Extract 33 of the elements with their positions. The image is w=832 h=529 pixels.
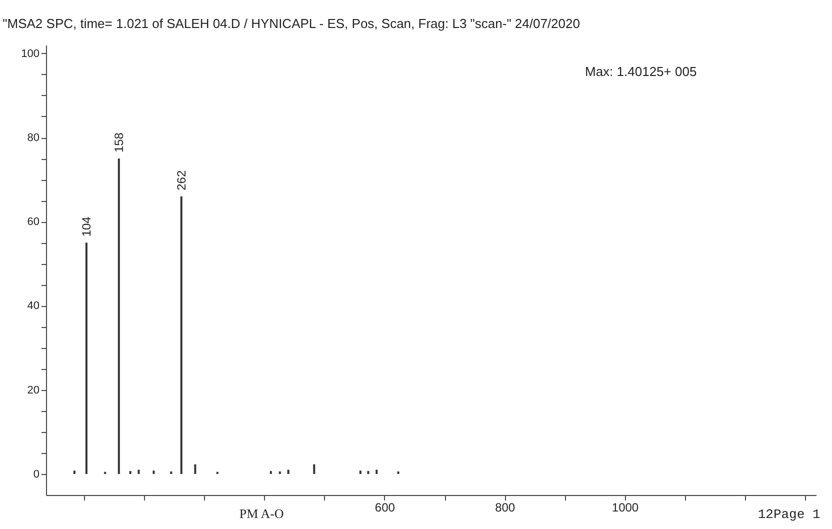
bar [180, 196, 182, 474]
x-tick-label: 800 [495, 500, 516, 514]
annotation: 104 [79, 216, 94, 237]
bar [129, 471, 132, 474]
bar [313, 464, 316, 474]
bar [367, 471, 370, 474]
x-tick-label: 1000 [612, 500, 639, 514]
y-tick-label: 20 [27, 384, 40, 396]
y-tick-label: 40 [27, 300, 40, 312]
bar [170, 471, 172, 474]
bar [397, 471, 400, 474]
bar [118, 158, 120, 474]
text: 12Page 1 [758, 506, 820, 522]
text: PM A-O [239, 506, 284, 521]
bar [85, 242, 88, 474]
y-tick-label: 60 [27, 216, 40, 228]
annotation: Max: 1.40125+ 005 [585, 64, 697, 79]
bar [376, 470, 378, 474]
bar [152, 470, 155, 474]
chart-title: "MSA2 SPC, time= 1.021 of SALEH 04.D / HYNICAPL - ES, Pos, Scan, Frag: L3 "scan-" 24/07/2020 [2, 16, 580, 31]
bar [73, 470, 76, 474]
bar [359, 470, 362, 474]
annotation: 262 [174, 170, 188, 190]
bar [270, 471, 272, 474]
y-tick-label: 0 [33, 468, 40, 480]
bar [138, 470, 140, 474]
y-tick-label: 80 [27, 132, 40, 144]
annotation: 158 [112, 132, 126, 153]
y-tick-label: 100 [21, 48, 40, 60]
bar [278, 471, 281, 474]
x-tick-label: 600 [374, 500, 396, 514]
bar [287, 470, 290, 474]
bar [194, 464, 196, 474]
